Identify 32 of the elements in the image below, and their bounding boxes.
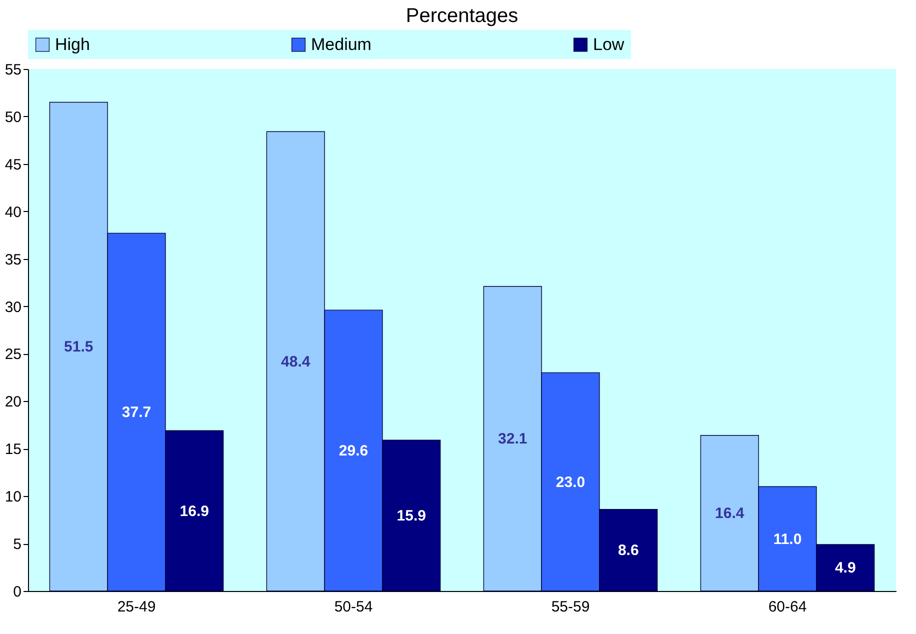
y-tick-label: 30 [4, 298, 22, 316]
y-tick-label: 50 [4, 108, 22, 126]
y-tick-label: 40 [4, 204, 22, 221]
data-label: 16.4 [715, 505, 745, 522]
y-tick-label: 15 [4, 441, 22, 458]
x-tick-label: 25-49 [117, 598, 156, 616]
data-label: 8.6 [618, 542, 639, 560]
data-label: 11.0 [773, 530, 802, 548]
data-label: 16.9 [180, 502, 209, 520]
data-label: 48.4 [281, 353, 311, 370]
data-label: 51.5 [64, 338, 94, 356]
y-tick-label: 55 [4, 62, 22, 78]
data-label: 15.9 [396, 508, 426, 525]
data-label: 37.7 [122, 404, 152, 422]
legend-label: Medium [311, 34, 372, 54]
y-tick-label: 10 [4, 488, 22, 506]
data-label: 4.9 [834, 560, 856, 577]
data-label: 23.0 [556, 474, 586, 491]
data-label: 29.6 [338, 442, 368, 460]
x-tick-label: 55-59 [551, 598, 590, 616]
data-label: 32.1 [498, 430, 528, 448]
y-tick-label: 5 [13, 536, 22, 554]
y-tick-label: 0 [13, 584, 22, 600]
legend-label: Low [593, 34, 625, 54]
x-tick-label: 60-64 [768, 598, 807, 616]
legend-label: High [55, 34, 90, 54]
y-tick-label: 35 [4, 251, 22, 268]
y-tick-label: 20 [4, 394, 22, 411]
y-tick-label: 45 [4, 156, 22, 174]
x-tick-label: 50-54 [334, 598, 373, 616]
chart-title: Percentages [406, 5, 518, 27]
y-tick-label: 25 [4, 346, 22, 364]
